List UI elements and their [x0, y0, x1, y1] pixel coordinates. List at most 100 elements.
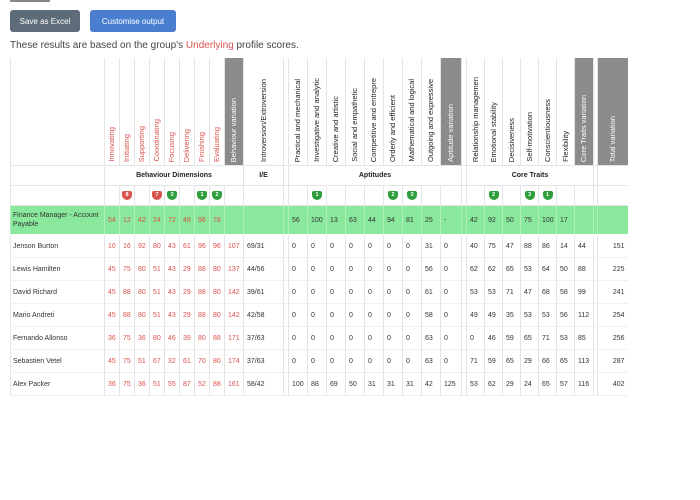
table-row[interactable]: Sebastien Vetel 45 75 51 67 32 61 70 80 174 37/63 0…: [10, 349, 628, 373]
score-cell: 0: [440, 234, 462, 258]
score-cell: 66: [538, 349, 557, 373]
score-cell: 65: [556, 349, 575, 373]
score-cell: 0: [402, 349, 422, 373]
column-header-label: Investigative and analytic: [313, 78, 321, 162]
score-cell: 402: [597, 372, 628, 396]
column-header: Innovating: [104, 58, 120, 166]
column-header-label: Focusing: [168, 131, 176, 162]
score-cell: 63: [345, 205, 365, 235]
results-note: These results are based on the group's U…: [10, 40, 299, 51]
table-row[interactable]: Lewis Hamilten 45 75 80 51 43 29 88 80 137 44/56 0 0…: [10, 257, 628, 281]
score-cell: 45: [104, 280, 120, 304]
score-cell: 0: [440, 280, 462, 304]
column-header: Aptitude variation: [440, 58, 462, 166]
score-cell: 96: [194, 205, 210, 235]
score-cell: 75: [119, 349, 135, 373]
score-cell: 32: [164, 349, 180, 373]
table-row[interactable]: Alex Packer 36 75 36 51 55 87 52 88 161 58/42 100 88…: [10, 372, 628, 396]
candidate-name: Lewis Hamilten: [10, 257, 105, 281]
score-cell: 53: [484, 280, 503, 304]
score-cell: 0: [345, 326, 365, 350]
column-header-label: Coordinating: [153, 119, 161, 162]
group-header: Core Traits: [466, 165, 594, 186]
results-note-suffix: profile scores.: [233, 40, 299, 51]
rank-badge-icon: 2: [388, 191, 398, 200]
marker-cell: [440, 185, 462, 206]
score-cell: 0: [364, 326, 384, 350]
target-profile-row[interactable]: Finance Manager - Account Payable 54 12 42 2…: [10, 205, 628, 235]
score-cell: 13: [326, 205, 346, 235]
score-cell: 42: [134, 205, 150, 235]
column-header: Decisiveness: [502, 58, 521, 166]
score-cell: 16: [119, 234, 135, 258]
rank-badge-icon: 3: [524, 191, 535, 200]
score-cell: 0: [402, 257, 422, 281]
column-header: Investigative and analytic: [307, 58, 327, 166]
group-header: I/E: [243, 165, 284, 186]
score-cell: 0: [440, 257, 462, 281]
score-cell: [461, 280, 467, 304]
score-cell: 36: [134, 372, 150, 396]
score-cell: 24: [149, 205, 165, 235]
score-cell: 0: [345, 303, 365, 327]
score-cell: [593, 349, 598, 373]
score-cell: 36: [104, 326, 120, 350]
column-header: Social and empathetic: [345, 58, 365, 166]
score-cell: 65: [538, 372, 557, 396]
column-header-label: Aptitude variation: [447, 104, 455, 162]
marker-cell: 2: [209, 185, 225, 206]
candidate-name: David Richard: [10, 280, 105, 304]
score-cell: 71: [466, 349, 485, 373]
column-header: Self-motivation: [520, 58, 539, 166]
column-header-label: Practical and mechanical: [294, 78, 302, 162]
score-cell: 87: [179, 372, 195, 396]
score-cell: 80: [134, 280, 150, 304]
rank-badge-icon: 3: [407, 191, 417, 200]
table-row[interactable]: Fernando Allonso 36 75 36 80 46 39 80 88 171 37/63…: [10, 326, 628, 350]
column-header: Orderly and efficient: [383, 58, 403, 166]
score-cell: 50: [556, 257, 575, 281]
score-cell: [461, 205, 467, 235]
score-cell: 0: [326, 280, 346, 304]
score-cell: 80: [194, 326, 210, 350]
customise-output-button[interactable]: Customise output: [90, 10, 176, 32]
score-cell: 0: [307, 257, 327, 281]
save-as-excel-button[interactable]: Save as Excel: [10, 10, 80, 32]
score-cell: 29: [179, 303, 195, 327]
score-cell: 0: [383, 280, 403, 304]
score-cell: [283, 303, 289, 327]
column-header: [593, 58, 598, 166]
marker-cell: [597, 185, 628, 206]
marker-cell: [326, 185, 346, 206]
score-cell: 62: [466, 257, 485, 281]
score-cell: 58/42: [243, 372, 284, 396]
score-cell: 142: [224, 303, 244, 327]
score-cell: 46: [164, 326, 180, 350]
score-cell: 39/61: [243, 280, 284, 304]
score-cell: 29: [502, 372, 521, 396]
score-cell: 68: [538, 280, 557, 304]
score-cell: 12: [119, 205, 135, 235]
score-cell: 50: [502, 205, 521, 235]
score-cell: 29: [179, 257, 195, 281]
table-row[interactable]: Mario Andreti 45 88 80 51 43 29 88 80 142 42/58 0 0 0…: [10, 303, 628, 327]
score-cell: 56: [288, 205, 308, 235]
score-cell: 45: [104, 303, 120, 327]
table-row[interactable]: David Richard 45 88 80 51 43 29 88 80 142 39/61 0 0 0…: [10, 280, 628, 304]
column-header: Outgoing and expressive: [421, 58, 441, 166]
score-cell: 88: [194, 303, 210, 327]
column-header-label: Introversion/Extroversion: [259, 79, 268, 162]
score-cell: 88: [194, 280, 210, 304]
table-row[interactable]: Jenson Burton 10 16 92 80 43 61 96 96 107 69/31 0 0 0…: [10, 234, 628, 258]
column-header-label: Core Traits variation: [580, 94, 588, 162]
group-header: [597, 165, 628, 186]
score-cell: [574, 205, 594, 235]
score-cell: 54: [104, 205, 120, 235]
score-cell: 0: [345, 280, 365, 304]
score-cell: [597, 205, 628, 235]
score-cell: 51: [149, 280, 165, 304]
score-cell: 92: [134, 234, 150, 258]
score-cell: 49: [484, 303, 503, 327]
score-cell: 70: [194, 349, 210, 373]
score-cell: 88: [520, 234, 539, 258]
